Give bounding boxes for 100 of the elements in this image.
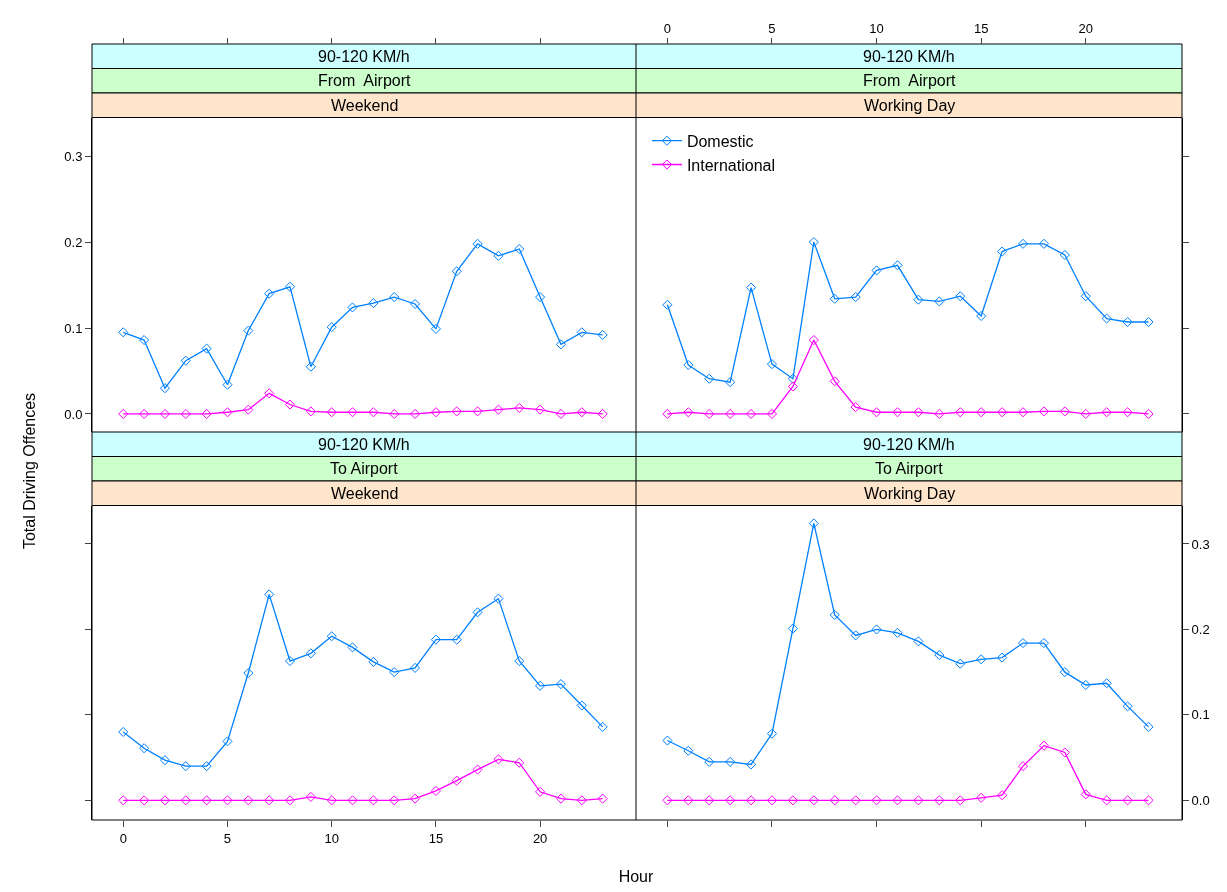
point xyxy=(451,266,462,277)
point xyxy=(808,335,819,346)
point xyxy=(597,721,608,732)
y-tick-label: 0.2 xyxy=(64,234,83,250)
point xyxy=(410,662,421,673)
point xyxy=(892,260,903,271)
chart-subtitle: To Airport xyxy=(875,460,944,477)
point xyxy=(493,250,504,261)
point xyxy=(850,795,861,806)
x-tick-label: 0 xyxy=(119,830,127,846)
point xyxy=(704,756,715,767)
point xyxy=(1038,638,1049,649)
point xyxy=(725,377,736,388)
point xyxy=(368,656,379,667)
point xyxy=(493,754,504,765)
point xyxy=(493,404,504,415)
point xyxy=(555,408,567,419)
legend-label: International xyxy=(686,156,775,174)
point xyxy=(871,795,882,806)
point xyxy=(389,667,400,678)
point xyxy=(472,607,483,618)
point xyxy=(1038,238,1049,249)
point xyxy=(787,381,798,392)
point xyxy=(704,373,715,384)
point xyxy=(347,407,358,418)
point xyxy=(746,759,757,770)
point xyxy=(955,407,966,418)
point xyxy=(976,407,987,418)
point xyxy=(871,407,882,418)
point xyxy=(139,335,150,346)
point xyxy=(808,237,819,248)
y-tick-label: 0.1 xyxy=(1191,707,1210,723)
point xyxy=(1017,761,1029,772)
point xyxy=(159,408,170,419)
point xyxy=(139,743,150,754)
point xyxy=(389,795,400,806)
point xyxy=(264,795,275,806)
point xyxy=(139,795,150,806)
point xyxy=(410,793,421,804)
y-tick-label: 0.1 xyxy=(64,320,83,336)
point xyxy=(159,795,170,806)
point xyxy=(305,406,316,417)
point xyxy=(264,589,275,600)
point xyxy=(787,623,798,634)
point xyxy=(597,408,608,419)
chart-title: 90-120 KM/h xyxy=(863,436,955,453)
point xyxy=(555,339,567,350)
point xyxy=(368,407,379,418)
point xyxy=(284,795,296,806)
point xyxy=(472,406,483,417)
text: Weekend xyxy=(331,97,399,114)
point xyxy=(1122,316,1133,328)
point xyxy=(787,373,798,384)
point xyxy=(1059,406,1070,417)
point xyxy=(683,745,694,756)
point xyxy=(955,291,966,302)
point xyxy=(180,408,191,419)
point xyxy=(180,761,191,772)
y-tick-label: 0.3 xyxy=(64,148,83,164)
point xyxy=(326,631,337,642)
point xyxy=(535,680,546,691)
point xyxy=(222,795,233,806)
text: Working Day xyxy=(864,97,956,114)
point xyxy=(430,323,441,334)
point xyxy=(347,642,358,653)
point xyxy=(997,246,1008,257)
point xyxy=(180,355,191,366)
point xyxy=(201,795,212,806)
point xyxy=(871,265,882,276)
point xyxy=(201,343,212,354)
point xyxy=(576,795,587,806)
point xyxy=(451,634,462,645)
point xyxy=(850,292,861,303)
point xyxy=(934,408,945,419)
point xyxy=(1017,407,1029,418)
point xyxy=(264,288,275,299)
point xyxy=(913,407,924,418)
point xyxy=(118,327,129,338)
chart-subtitle: From Airport xyxy=(318,72,412,89)
point xyxy=(430,634,441,645)
point xyxy=(1143,795,1154,806)
point xyxy=(1122,407,1133,418)
point xyxy=(597,329,608,340)
x-tick-label: 15 xyxy=(428,830,444,846)
chart-title: 90-120 KM/h xyxy=(863,48,955,65)
point xyxy=(725,408,736,419)
point xyxy=(243,667,254,679)
point xyxy=(555,679,567,690)
point xyxy=(1101,407,1112,418)
point xyxy=(305,361,316,372)
point xyxy=(576,700,587,711)
point xyxy=(514,757,525,768)
point xyxy=(389,408,400,419)
point xyxy=(1059,747,1070,758)
text: Weekend xyxy=(331,485,399,502)
point xyxy=(118,795,129,806)
point xyxy=(766,408,778,419)
point xyxy=(1059,249,1070,261)
point xyxy=(201,761,212,772)
point xyxy=(1080,789,1091,800)
